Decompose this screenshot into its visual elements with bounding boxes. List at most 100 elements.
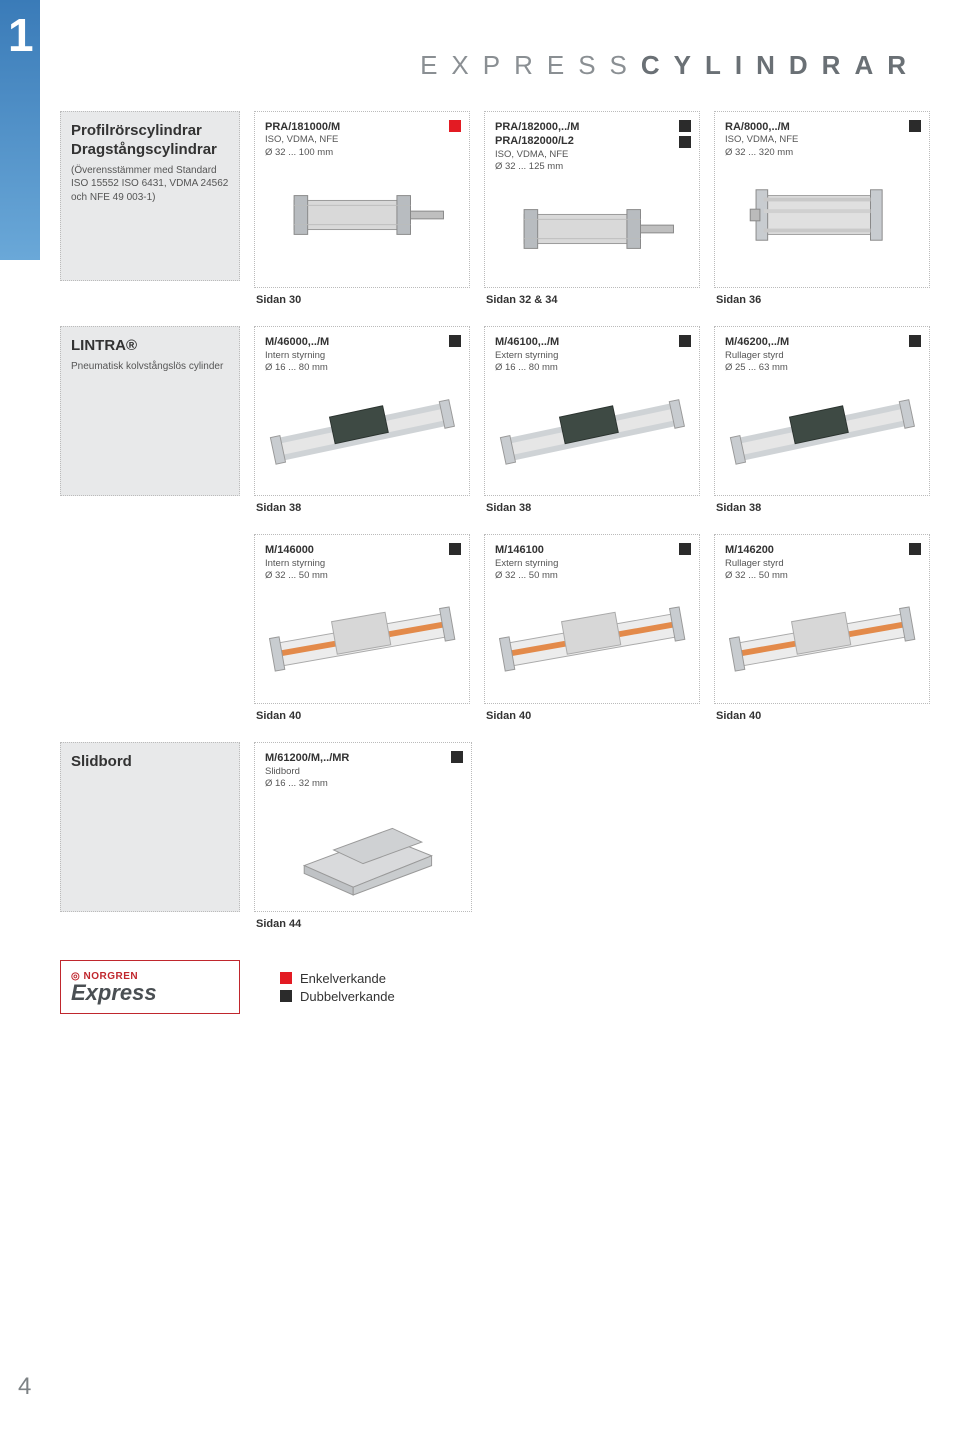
- page-refs-row: Sidan 38 Sidan 38 Sidan 38: [60, 502, 930, 514]
- page-footer: ◎ NORGREN Express Enkelverkande Dubbelve…: [60, 960, 930, 1014]
- legend-single: Enkelverkande: [280, 971, 395, 986]
- product-row: M/146000Intern styrningØ 32 ... 50 mmM/1…: [60, 534, 930, 704]
- product-card: PRA/182000,../MPRA/182000/L2ISO, VDMA, N…: [484, 111, 700, 288]
- page-reference: Sidan 40: [484, 710, 700, 722]
- category-column: Slidbord: [60, 742, 240, 912]
- legend-double: Dubbelverkande: [280, 989, 395, 1004]
- category-subtitle: Pneumatisk kolvstångslös cylinder: [71, 360, 229, 374]
- product-row: SlidbordM/61200/M,../MRSlidbordØ 16 ... …: [60, 742, 930, 912]
- product-title: M/46200,../M: [725, 335, 919, 349]
- page-reference: Sidan 36: [714, 294, 930, 306]
- product-spec: ISO, VDMA, NFE: [725, 134, 919, 146]
- category-column: LINTRA® Pneumatisk kolvstångslös cylinder: [60, 326, 240, 496]
- product-image: [495, 380, 689, 480]
- product-spec: ISO, VDMA, NFE: [265, 134, 459, 146]
- red-square-icon: [280, 972, 292, 984]
- product-spec: Ø 32 ... 100 mm: [265, 147, 459, 159]
- product-title: PRA/182000/L2: [495, 134, 689, 148]
- logo-express: Express: [71, 982, 229, 1004]
- category-title: Profilrörscylindrar Dragstångs­cylindrar: [71, 122, 229, 160]
- category-subtitle: (Överensstämmer med Standard ISO 15552 I…: [71, 164, 229, 205]
- product-card: M/146000Intern styrningØ 32 ... 50 mm: [254, 534, 470, 704]
- product-image: [725, 165, 919, 265]
- page-reference: Sidan 40: [714, 710, 930, 722]
- category-title: LINTRA®: [71, 337, 229, 356]
- product-spec: Ø 32 ... 320 mm: [725, 147, 919, 159]
- page-title: EXPRESSCYLINDRAR: [60, 0, 930, 111]
- black-square-icon: [280, 990, 292, 1002]
- catalog-page: 1 EXPRESSCYLINDRAR Profilrörscylindrar D…: [0, 0, 960, 1431]
- black-square-icon: [909, 120, 921, 132]
- product-spec: Ø 32 ... 50 mm: [495, 570, 689, 582]
- black-square-icon: [449, 543, 461, 555]
- black-square-icon: [679, 120, 691, 132]
- legend: Enkelverkande Dubbelverkande: [280, 968, 395, 1007]
- page-refs-row: Sidan 40 Sidan 40 Sidan 40: [60, 710, 930, 722]
- product-title: M/46000,../M: [265, 335, 459, 349]
- product-card: M/46200,../MRullager styrdØ 25 ... 63 mm: [714, 326, 930, 496]
- page-reference: Sidan 32 & 34: [484, 294, 700, 306]
- product-spec: Rullager styrd: [725, 558, 919, 570]
- product-card: M/146100Extern styrningØ 32 ... 50 mm: [484, 534, 700, 704]
- product-card: M/61200/M,../MRSlidbordØ 16 ... 32 mm: [254, 742, 472, 912]
- product-title: PRA/182000,../M: [495, 120, 689, 134]
- page-refs-row: Sidan 30 Sidan 32 & 34 Sidan 36: [60, 294, 930, 306]
- product-card: M/46100,../MExtern styrningØ 16 ... 80 m…: [484, 326, 700, 496]
- product-spec: Ø 16 ... 80 mm: [495, 362, 689, 374]
- product-image: [265, 588, 459, 688]
- product-spec: Ø 16 ... 80 mm: [265, 362, 459, 374]
- page-reference: Sidan 40: [254, 710, 470, 722]
- product-spec: Extern styrning: [495, 558, 689, 570]
- red-square-icon: [449, 120, 461, 132]
- category-column: Profilrörscylindrar Dragstångs­cylindrar…: [60, 111, 240, 288]
- product-title: M/61200/M,../MR: [265, 751, 461, 765]
- black-square-icon: [679, 543, 691, 555]
- page-reference: Sidan 38: [714, 502, 930, 514]
- product-image: [265, 165, 459, 265]
- product-card: M/146200Rullager styrdØ 32 ... 50 mm: [714, 534, 930, 704]
- legend-double-label: Dubbelverkande: [300, 989, 395, 1004]
- product-title: M/46100,../M: [495, 335, 689, 349]
- black-square-icon: [909, 543, 921, 555]
- legend-single-label: Enkelverkande: [300, 971, 386, 986]
- product-image: [725, 588, 919, 688]
- product-spec: Intern styrning: [265, 558, 459, 570]
- page-reference: Sidan 44: [254, 918, 472, 930]
- product-image: [265, 380, 459, 480]
- product-spec: Ø 32 ... 50 mm: [265, 570, 459, 582]
- product-spec: Ø 25 ... 63 mm: [725, 362, 919, 374]
- product-row: LINTRA® Pneumatisk kolvstångslös cylinder…: [60, 326, 930, 496]
- black-square-icon: [679, 335, 691, 347]
- product-spec: ISO, VDMA, NFE: [495, 149, 689, 161]
- product-spec: Ø 32 ... 125 mm: [495, 161, 689, 173]
- product-card: PRA/181000/MISO, VDMA, NFEØ 32 ... 100 m…: [254, 111, 470, 288]
- product-title: M/146000: [265, 543, 459, 557]
- product-image: [495, 588, 689, 688]
- product-spec: Ø 16 ... 32 mm: [265, 778, 461, 790]
- category-title: Slidbord: [71, 753, 229, 772]
- product-row: Profilrörscylindrar Dragstångs­cylindrar…: [60, 111, 930, 288]
- category-box: Slidbord: [60, 742, 240, 912]
- chapter-number: 1: [8, 8, 34, 62]
- title-bold: CYLINDRAR: [641, 50, 920, 80]
- black-square-icon: [679, 136, 691, 148]
- category-column: [60, 534, 240, 704]
- title-thin: EXPRESS: [420, 50, 641, 80]
- product-spec: Ø 32 ... 50 mm: [725, 570, 919, 582]
- page-reference: Sidan 38: [254, 502, 470, 514]
- category-box: LINTRA® Pneumatisk kolvstångslös cylinder: [60, 326, 240, 496]
- product-image: [725, 380, 919, 480]
- page-number: 4: [18, 1373, 31, 1401]
- product-spec: Intern styrning: [265, 350, 459, 362]
- product-card: M/46000,../MIntern styrningØ 16 ... 80 m…: [254, 326, 470, 496]
- product-title: M/146100: [495, 543, 689, 557]
- product-spec: Slidbord: [265, 766, 461, 778]
- product-title: PRA/181000/M: [265, 120, 459, 134]
- product-spec: Rullager styrd: [725, 350, 919, 362]
- product-title: M/146200: [725, 543, 919, 557]
- page-reference: Sidan 38: [484, 502, 700, 514]
- page-reference: Sidan 30: [254, 294, 470, 306]
- product-image: [495, 179, 689, 279]
- product-spec: Extern styrning: [495, 350, 689, 362]
- black-square-icon: [449, 335, 461, 347]
